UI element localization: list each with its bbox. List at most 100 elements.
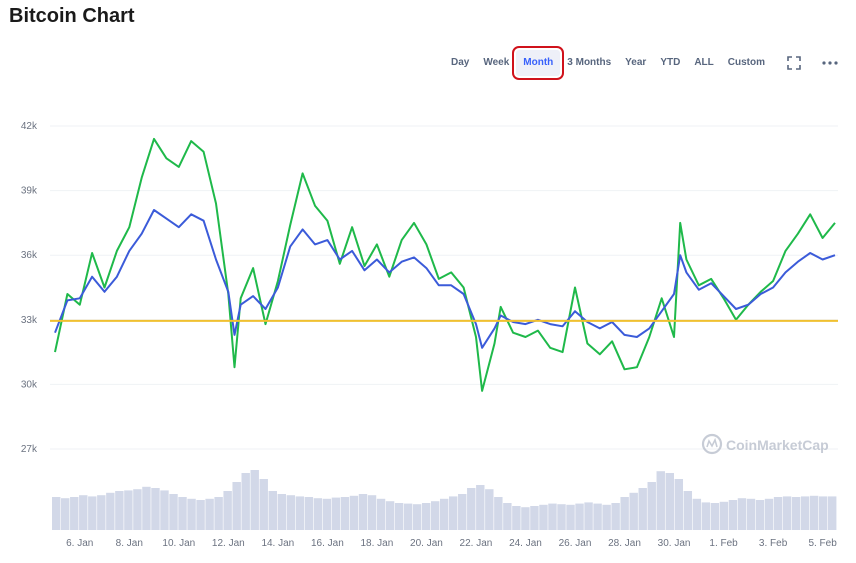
x-tick-label: 14. Jan (261, 538, 294, 549)
volume-bar (557, 504, 566, 530)
range-year-button[interactable]: Year (625, 57, 647, 68)
volume-bar (97, 495, 106, 530)
range-custom-button[interactable]: Custom (727, 57, 765, 68)
volume-bar (124, 490, 133, 530)
volume-bar (638, 488, 647, 530)
y-tick-label: 27k (21, 444, 38, 455)
volume-bar (304, 497, 314, 530)
price-series (54, 137, 836, 392)
volume-bar (665, 473, 674, 530)
volume-bar (115, 491, 124, 530)
volume-bar (593, 503, 602, 530)
volume-bar (52, 497, 61, 530)
range-ytd-button[interactable]: YTD (660, 57, 681, 68)
x-tick-label: 3. Feb (759, 538, 788, 549)
volume-bar (205, 498, 214, 530)
volume-bar (241, 473, 250, 530)
volume-bar (403, 503, 413, 530)
page-title: Bitcoin Chart (9, 5, 135, 27)
x-tick-label: 30. Jan (658, 538, 691, 549)
volume-bar (674, 479, 684, 530)
volume-bar (737, 498, 747, 530)
volume-bar (160, 490, 169, 530)
volume-bar (719, 501, 729, 530)
volume-bar (223, 491, 232, 530)
volume-bar (548, 503, 557, 530)
volume-bar (277, 494, 286, 530)
volume-bar (602, 504, 611, 530)
x-tick-label: 22. Jan (460, 538, 493, 549)
volume-bar (566, 504, 575, 530)
more-dots-icon[interactable] (816, 50, 844, 76)
volume-bar (485, 489, 494, 530)
range-month-button[interactable]: Month (512, 46, 565, 80)
volume-bar (539, 504, 548, 530)
volume-bar (151, 488, 160, 530)
series-line-blue (54, 209, 836, 349)
volume-bar (521, 507, 530, 530)
volume-bar (349, 495, 359, 530)
volume-bar (449, 496, 458, 530)
range-all-button[interactable]: ALL (694, 57, 714, 68)
volume-bar (196, 500, 205, 530)
x-tick-label: 6. Jan (66, 538, 93, 549)
x-tick-label: 8. Jan (116, 538, 143, 549)
x-tick-label: 28. Jan (608, 538, 641, 549)
volume-bar (295, 496, 305, 530)
volume-bar (412, 504, 422, 530)
volume-bar (782, 496, 792, 530)
volume-bar (683, 491, 693, 530)
series-line-green (54, 137, 836, 392)
volume-bar (494, 497, 503, 530)
volume-bar (232, 482, 241, 530)
x-tick-label: 16. Jan (311, 538, 344, 549)
range-toolbar: Day Week Month 3 Months Year YTD ALL Cus… (444, 46, 844, 80)
volume-bar (313, 498, 323, 530)
volume-bar (439, 498, 449, 530)
volume-bar (142, 486, 151, 530)
coinmarketcap-watermark: CoinMarketCap (701, 433, 829, 455)
volume-bar (458, 494, 467, 530)
coinmarketcap-logo-mark (706, 437, 718, 448)
volume-bar (530, 506, 539, 530)
range-3-months-button[interactable]: 3 Months (567, 57, 612, 68)
volume-bar (268, 491, 277, 530)
range-week-button[interactable]: Week (483, 57, 510, 68)
volume-bar (367, 495, 377, 530)
volume-bar (512, 506, 521, 530)
watermark-text: CoinMarketCap (726, 437, 829, 453)
volume-bar (394, 503, 404, 530)
volume-bar (656, 471, 665, 530)
volume-bar (809, 495, 819, 530)
volume-bar (629, 492, 638, 530)
y-tick-label: 30k (21, 379, 38, 390)
volume-bar (611, 503, 620, 530)
volume-bar (286, 495, 296, 530)
volume-bar (503, 503, 512, 530)
volume-bar (88, 496, 97, 530)
x-tick-label: 20. Jan (410, 538, 443, 549)
y-tick-label: 39k (21, 186, 38, 197)
volume-bar (791, 497, 801, 530)
volume-bar (376, 498, 386, 530)
volume-bar (358, 494, 368, 530)
volume-bar (575, 503, 584, 530)
volume-bar (647, 482, 656, 530)
volume-bar (710, 503, 720, 530)
volume-bar (178, 497, 187, 530)
volume-bar (169, 494, 178, 530)
x-tick-label: 26. Jan (559, 538, 592, 549)
volume-bar (385, 501, 395, 530)
x-tick-label: 10. Jan (162, 538, 195, 549)
coinmarketcap-logo-icon (701, 433, 723, 455)
volume-bar (70, 497, 79, 530)
volume-bar (331, 497, 341, 530)
volume-bar (214, 497, 223, 530)
volume-bar (467, 488, 476, 530)
volume-bar (250, 470, 259, 530)
range-day-button[interactable]: Day (450, 57, 470, 68)
fullscreen-icon[interactable] (780, 50, 808, 76)
volume-bar (106, 492, 115, 530)
volume-bar (692, 498, 702, 530)
